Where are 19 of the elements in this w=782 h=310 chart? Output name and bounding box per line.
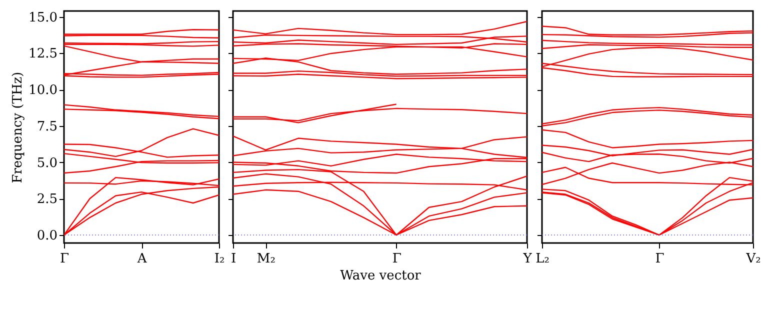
x-axis-title: Wave vector — [340, 268, 422, 284]
y-tick-label: 5.0 — [36, 156, 58, 171]
y-tick-label: 15.0 — [28, 10, 58, 26]
y-tick-label: 7.5 — [36, 119, 58, 134]
x-tick-label: Γ — [60, 252, 70, 266]
x-tick-label: M₂ — [256, 252, 276, 266]
x-tick-label: V₂ — [745, 252, 761, 266]
x-tick-label: Y — [522, 252, 532, 266]
y-tick-label: 0.0 — [36, 228, 58, 244]
y-tick-label: 10.0 — [28, 83, 58, 98]
x-tick-label: I₂ — [214, 252, 225, 266]
x-tick-label: Γ — [392, 252, 402, 266]
y-axis-title: Frequency (THz) — [10, 72, 26, 184]
x-tick-label: L₂ — [536, 252, 550, 266]
y-tick-label: 12.5 — [28, 46, 58, 62]
x-tick-label: A — [136, 252, 148, 266]
x-tick-label: I — [230, 252, 236, 266]
x-tick-label: Γ — [655, 252, 664, 266]
y-tick-label: 2.5 — [36, 192, 58, 208]
